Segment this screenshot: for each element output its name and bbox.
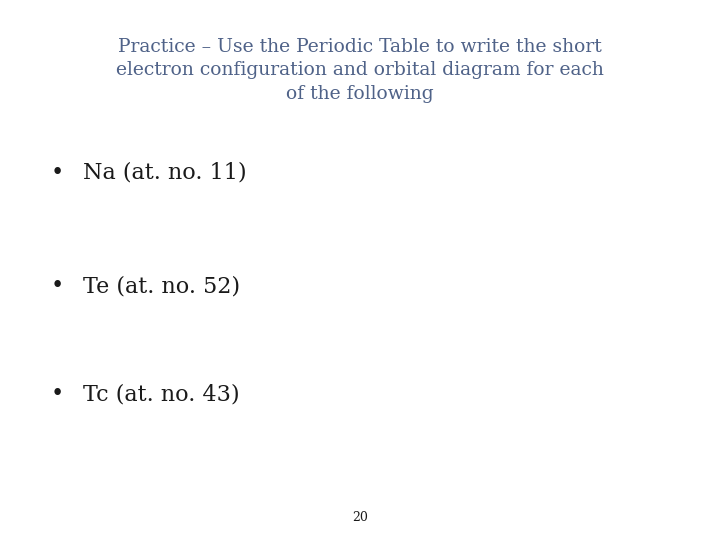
Text: Practice – Use the Periodic Table to write the short
electron configuration and : Practice – Use the Periodic Table to wri…: [116, 38, 604, 103]
Text: •: •: [50, 275, 63, 297]
Text: 20: 20: [352, 511, 368, 524]
Text: •: •: [50, 162, 63, 184]
Text: Tc (at. no. 43): Tc (at. no. 43): [83, 383, 240, 405]
Text: Na (at. no. 11): Na (at. no. 11): [83, 162, 246, 184]
Text: •: •: [50, 383, 63, 405]
Text: Te (at. no. 52): Te (at. no. 52): [83, 275, 240, 297]
